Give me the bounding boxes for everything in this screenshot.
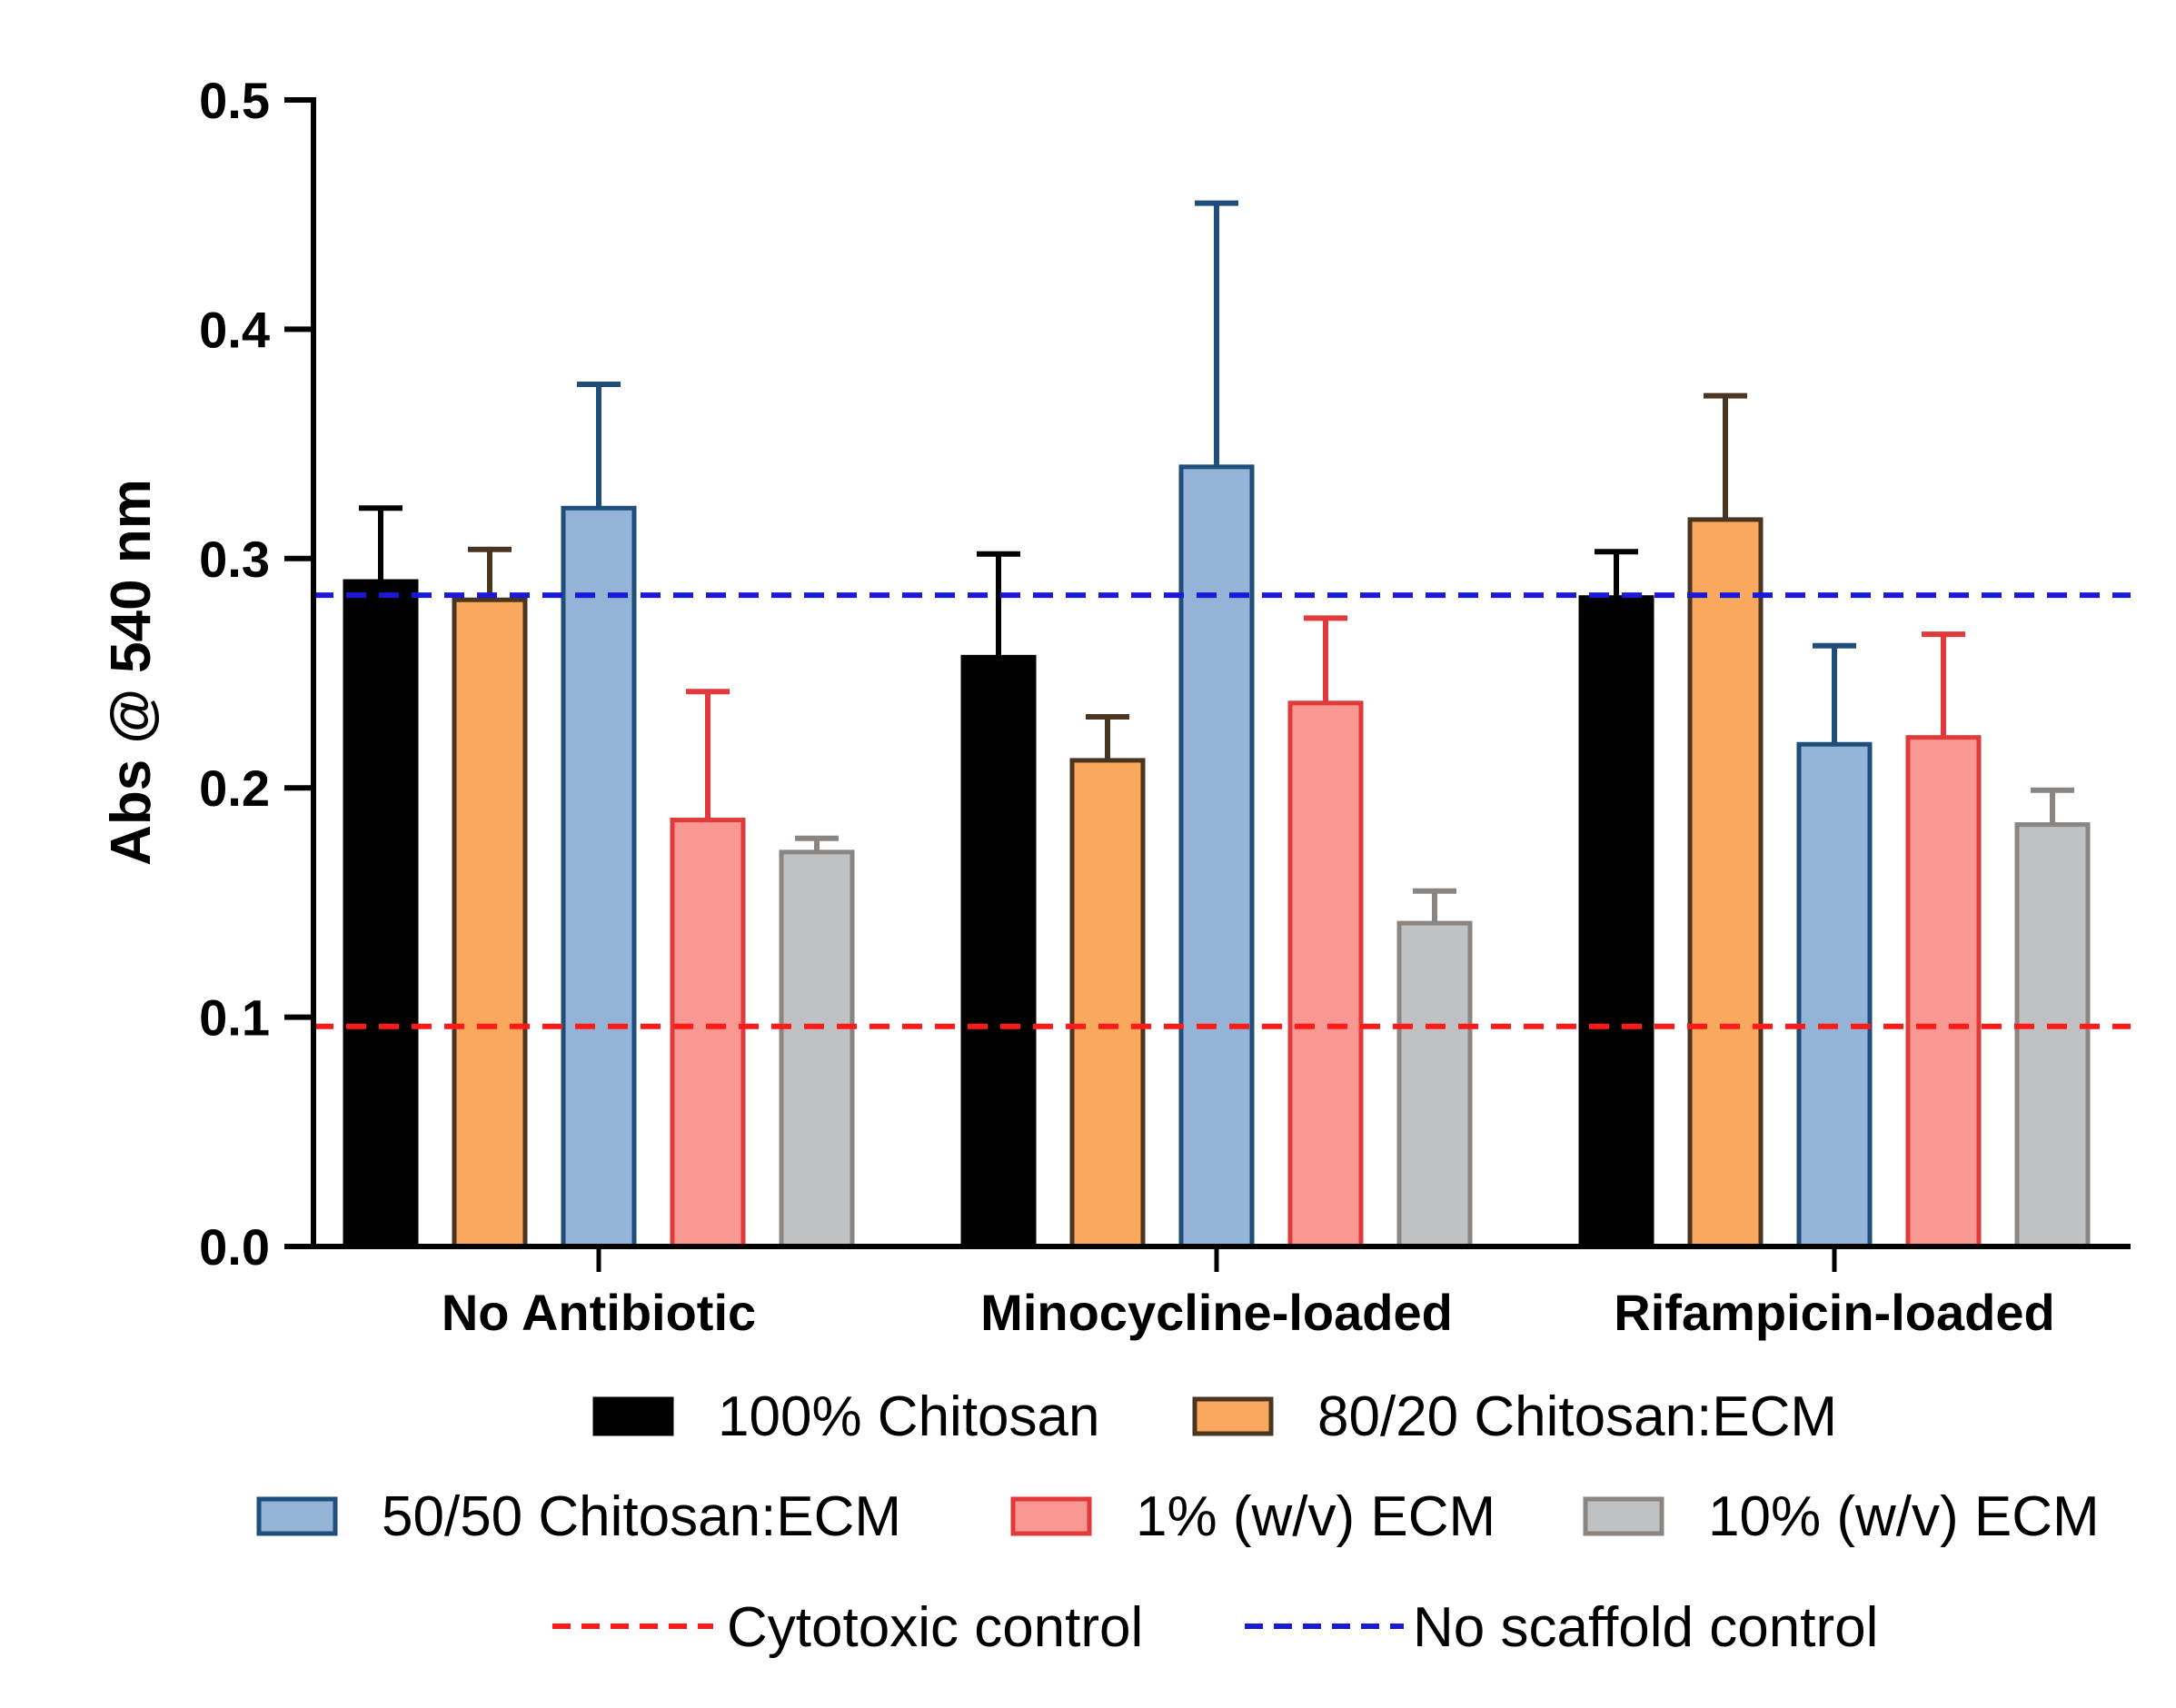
legend-swatch-3 [256,1496,338,1536]
bar-3-2 [1178,464,1255,1249]
x-category-label: Minocycline-loaded [980,1284,1453,1341]
bar-2-2 [1069,758,1146,1249]
bar-2-3 [1687,517,1764,1249]
legend-swatch-4 [1010,1496,1092,1536]
legend-reference-label-2: No scaffold control [1413,1596,1878,1659]
bar-1-1 [343,579,419,1249]
legend-swatch-1 [592,1396,674,1436]
y-tick-label: 0.0 [199,1218,270,1276]
legend-label-4: 1% (w/v) ECM [1136,1485,1495,1548]
y-tick-label: 0.2 [199,760,270,817]
bar-3-1 [561,505,637,1249]
bar-2-1 [452,597,528,1249]
y-tick-label: 0.1 [199,989,270,1047]
x-category-label: Rifampicin-loaded [1614,1284,2054,1341]
bar-5-3 [2014,822,2091,1249]
legend-swatch-2 [1192,1396,1274,1436]
legend-label-5: 10% (w/v) ECM [1708,1485,2100,1548]
bar-5-2 [1396,920,1473,1249]
x-category-label: No Antibiotic [442,1284,756,1341]
legend-swatch-5 [1583,1496,1664,1536]
y-tick-label: 0.4 [199,301,270,358]
legend-label-3: 50/50 Chitosan:ECM [382,1485,901,1548]
y-tick-label: 0.5 [199,72,270,129]
y-tick-label: 0.3 [199,531,270,588]
bar-4-1 [670,818,746,1249]
bar-5-1 [779,849,855,1249]
legend-label-1: 100% Chitosan [718,1385,1100,1448]
y-axis-label: Abs @ 540 nm [100,479,163,866]
bar-3-3 [1796,741,1873,1249]
legend-label-2: 80/20 Chitosan:ECM [1317,1385,1837,1448]
bar-4-3 [1905,735,1982,1249]
bar-4-2 [1287,700,1364,1249]
legend-reference-label-1: Cytotoxic control [727,1596,1143,1659]
bar-1-3 [1578,595,1654,1249]
bar-1-2 [960,654,1037,1249]
